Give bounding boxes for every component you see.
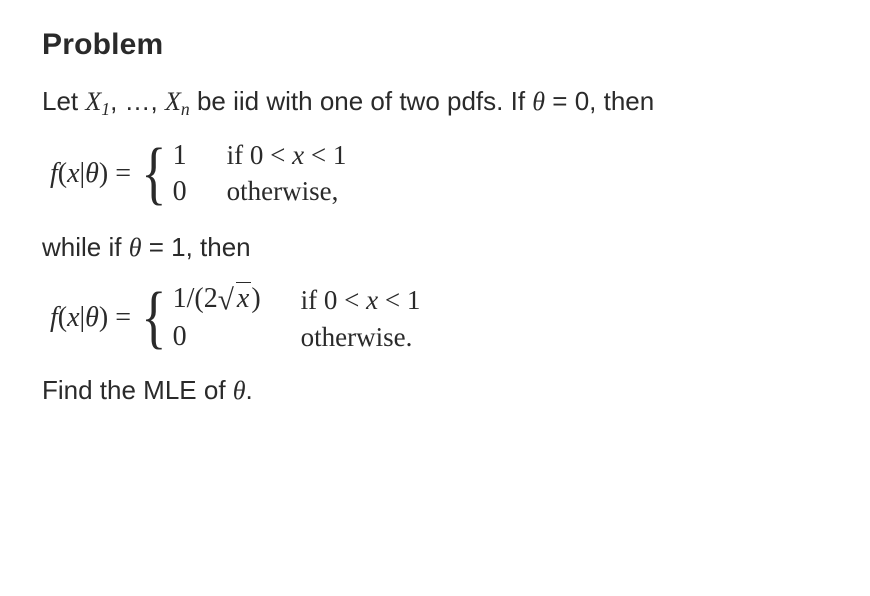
text: . — [246, 375, 253, 405]
equation-theta-0: f(x|θ) = { 1 if 0 < x < 1 0 otherwise, — [50, 140, 828, 208]
text: = 0, then — [545, 86, 654, 116]
mid-line: while if θ = 1, then — [42, 230, 828, 265]
equation-theta-1: f(x|θ) = { 1/(2√x) if 0 < x < 1 0 otherw… — [50, 283, 828, 353]
open-paren: ( — [58, 302, 67, 333]
text: Let — [42, 86, 85, 116]
case-condition: otherwise, — [227, 176, 347, 207]
theta: θ — [85, 158, 99, 189]
final-line: Find the MLE of θ. — [42, 375, 828, 406]
frac-post: ) — [251, 283, 260, 314]
case-condition: if 0 < x < 1 — [301, 285, 421, 316]
surd-icon: √ — [218, 284, 234, 316]
cases-theta-0: 1 if 0 < x < 1 0 otherwise, — [173, 140, 347, 208]
f: f — [50, 302, 58, 333]
var-theta: θ — [129, 233, 142, 262]
text: be iid with one of two pdfs. If — [190, 86, 533, 116]
lhs: f(x|θ) = — [50, 158, 131, 190]
x: x — [67, 302, 79, 333]
var-X: X — [165, 87, 181, 116]
case-value: 0 — [173, 321, 261, 353]
var-theta: θ — [233, 376, 246, 405]
f: f — [50, 158, 58, 189]
close-eq: ) = — [99, 158, 131, 189]
sqrt: √x — [218, 283, 252, 317]
case-condition: otherwise. — [301, 322, 421, 353]
text: Find the MLE of — [42, 375, 233, 405]
lhs: f(x|θ) = — [50, 302, 131, 334]
intro-line: Let X1, …, Xn be iid with one of two pdf… — [42, 84, 828, 122]
case-condition: if 0 < x < 1 — [227, 140, 347, 171]
case-value: 1 — [173, 140, 187, 172]
left-brace: { — [141, 288, 166, 348]
var-X: X — [85, 87, 101, 116]
radicand: x — [237, 283, 249, 314]
x: x — [67, 158, 79, 189]
text: = 1, then — [141, 232, 250, 262]
problem-page: Problem Let X1, …, Xn be iid with one of… — [0, 0, 870, 426]
text: , …, — [110, 86, 165, 116]
cases-theta-1: 1/(2√x) if 0 < x < 1 0 otherwise. — [173, 283, 421, 353]
text: while if — [42, 232, 129, 262]
case-value: 1/(2√x) — [173, 283, 261, 317]
sub-1: 1 — [101, 99, 110, 119]
frac-pre: 1/(2 — [173, 283, 218, 314]
left-brace: { — [141, 144, 166, 204]
sub-n: n — [181, 99, 190, 119]
case-value: 0 — [173, 176, 187, 208]
open-paren: ( — [58, 158, 67, 189]
var-theta: θ — [532, 87, 545, 116]
close-eq: ) = — [99, 302, 131, 333]
theta: θ — [85, 302, 99, 333]
heading: Problem — [42, 28, 828, 62]
